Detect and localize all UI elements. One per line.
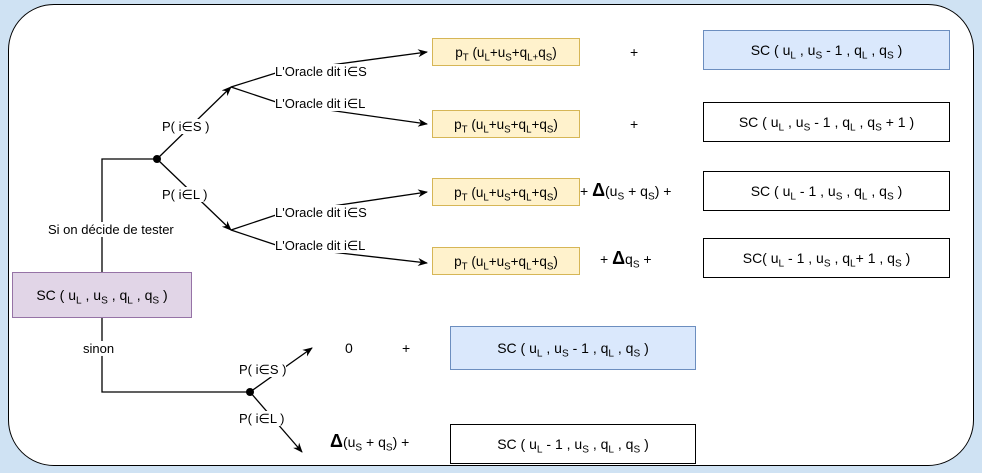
oracle-l-label-1: L'Oracle dit i∈L — [275, 96, 366, 111]
cost-box-row-2: pT (uL+uS+qL+qS) — [432, 110, 580, 138]
decision-node-2 — [246, 388, 254, 396]
p-l-sinon-label: P( i∈L ) — [239, 411, 285, 426]
delta-term-row-4: + ΔqS + — [600, 248, 652, 271]
plus-row-5: + — [402, 340, 411, 356]
oracle-s-label-1: L'Oracle dit i∈S — [275, 64, 367, 79]
decision-node-1 — [153, 155, 161, 163]
sc-box-row-6: SC ( uL - 1 , uS , qL , qS ) — [450, 424, 696, 464]
sc-box-row-1: SC ( uL , uS - 1 , qL , qS ) — [703, 30, 950, 70]
p-l-test-label: P( i∈L ) — [162, 187, 208, 202]
sc-box-row-4: SC( uL - 1 , uS , qL+ 1 , qS ) — [703, 238, 950, 278]
plus-row-2: + — [630, 116, 639, 132]
sinon-branch-line — [101, 318, 250, 393]
sinon-label: sinon — [83, 341, 115, 356]
p-s-sinon-label: P( i∈S ) — [239, 362, 287, 377]
delta-term-row-6: Δ(uS + qS) + — [330, 431, 410, 454]
cost-box-row-3: pT (uL+uS+qL+qS) — [432, 178, 580, 206]
zero-term-row-5: 0 — [345, 340, 353, 356]
root-state-box: SC ( uL , uS , qL , qS ) — [12, 272, 192, 318]
cost-box-row-1: pT (uL+uS+qL+qS) — [432, 38, 580, 66]
sc-box-row-5: SC ( uL , uS - 1 , qL , qS ) — [450, 326, 696, 370]
oracle-l-label-2: L'Oracle dit i∈L — [275, 238, 366, 253]
p-s-test-label: P( i∈S ) — [162, 119, 210, 134]
oracle-s-label-2: L'Oracle dit i∈S — [275, 205, 367, 220]
plus-row-1: + — [630, 44, 639, 60]
sc-box-row-3: SC ( uL - 1 , uS , qL , qS ) — [703, 171, 950, 211]
sc-box-row-2: SC ( uL , uS - 1 , qL , qS + 1 ) — [703, 102, 950, 142]
test-branch-line — [101, 158, 157, 272]
delta-term-row-3: + Δ(uS + qS) + — [580, 180, 672, 203]
cost-box-row-4: pT (uL+uS+qL+qS) — [432, 247, 580, 275]
test-label: Si on décide de tester — [48, 222, 174, 237]
